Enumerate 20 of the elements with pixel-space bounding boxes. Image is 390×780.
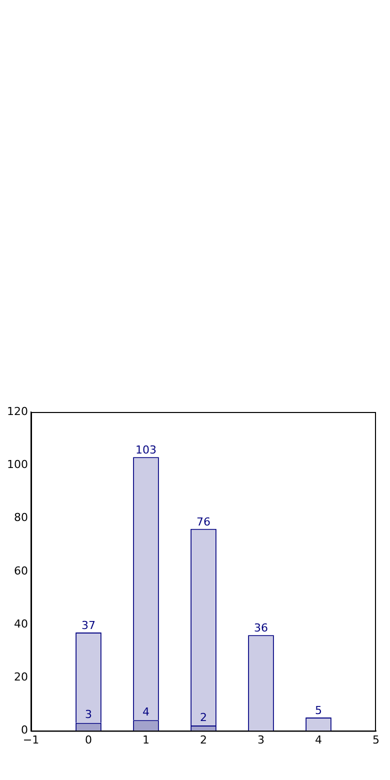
x-tick-label: 1 [142, 733, 150, 746]
data-label: 3 [84, 708, 92, 722]
y-tick-label: 40 [14, 617, 28, 630]
x-tick-label: 5 [372, 733, 380, 746]
x-tick-label: 4 [315, 733, 322, 746]
x-tick-label: 3 [258, 733, 264, 746]
y-tick-label: 20 [14, 670, 28, 684]
x-tick-label: 0 [84, 733, 92, 746]
data-label: 2 [200, 710, 207, 724]
total-label: 76 [196, 515, 210, 528]
y-tick-label: 80 [14, 511, 28, 524]
total-label: 37 [81, 618, 96, 632]
x-tick-label: 2 [200, 733, 207, 746]
total-label: 5 [315, 704, 322, 717]
y-tick-label: 60 [14, 564, 28, 578]
y-tick-label: 120 [6, 404, 28, 418]
y-tick-label: 100 [6, 458, 28, 471]
total-label: 103 [135, 444, 156, 457]
data-label: 4 [142, 706, 150, 719]
total-label: 36 [254, 622, 268, 635]
